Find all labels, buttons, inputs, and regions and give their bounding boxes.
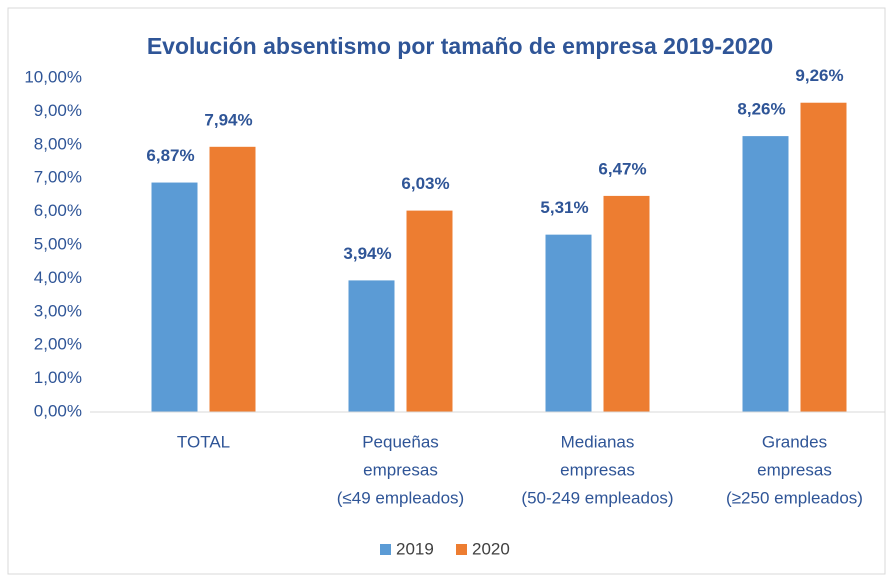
data-label: 8,26% bbox=[737, 100, 785, 119]
y-tick-label: 0,00% bbox=[34, 401, 82, 420]
y-tick-label: 1,00% bbox=[34, 368, 82, 387]
x-tick-label: Medianas bbox=[561, 432, 635, 451]
legend-label: 2019 bbox=[396, 539, 434, 558]
x-tick-label: empresas bbox=[757, 460, 832, 479]
y-tick-label: 5,00% bbox=[34, 234, 82, 253]
data-label: 3,94% bbox=[343, 244, 391, 263]
y-tick-label: 3,00% bbox=[34, 301, 82, 320]
data-label: 6,87% bbox=[146, 146, 194, 165]
data-label: 6,03% bbox=[401, 174, 449, 193]
y-tick-label: 10,00% bbox=[24, 67, 82, 86]
bar bbox=[742, 136, 789, 412]
legend-label: 2020 bbox=[472, 539, 510, 558]
x-tick-label: (≤49 empleados) bbox=[337, 488, 464, 507]
x-tick-label: Pequeñas bbox=[362, 432, 439, 451]
bar bbox=[800, 102, 847, 412]
y-tick-label: 4,00% bbox=[34, 268, 82, 287]
bar bbox=[603, 195, 650, 412]
legend-swatch bbox=[456, 544, 467, 555]
x-tick-label: Grandes bbox=[762, 432, 827, 451]
data-label: 9,26% bbox=[795, 66, 843, 85]
data-label: 7,94% bbox=[204, 110, 252, 129]
chart-title: Evolución absentismo por tamaño de empre… bbox=[147, 33, 773, 59]
data-label: 5,31% bbox=[540, 198, 588, 217]
y-tick-label: 8,00% bbox=[34, 134, 82, 153]
bar bbox=[406, 210, 453, 412]
x-tick-label: (50-249 empleados) bbox=[521, 488, 673, 507]
y-tick-label: 2,00% bbox=[34, 335, 82, 354]
bar bbox=[545, 234, 592, 412]
data-label: 6,47% bbox=[598, 159, 646, 178]
x-tick-label: empresas bbox=[560, 460, 635, 479]
x-tick-label: (≥250 empleados) bbox=[726, 488, 863, 507]
bar bbox=[348, 280, 395, 412]
y-tick-label: 6,00% bbox=[34, 201, 82, 220]
y-tick-label: 7,00% bbox=[34, 168, 82, 187]
y-tick-label: 9,00% bbox=[34, 101, 82, 120]
bar bbox=[209, 146, 256, 412]
bar bbox=[151, 182, 198, 412]
x-tick-label: empresas bbox=[363, 460, 438, 479]
legend-swatch bbox=[380, 544, 391, 555]
x-tick-label: TOTAL bbox=[177, 432, 230, 451]
